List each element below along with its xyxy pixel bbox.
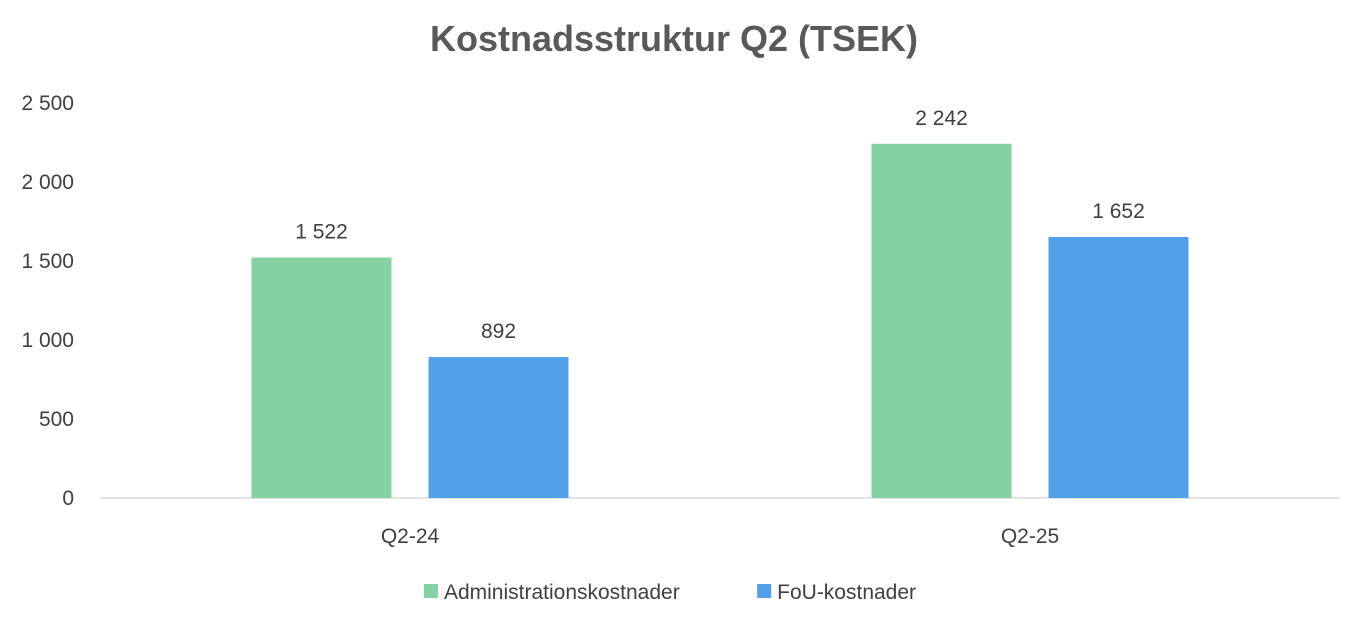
bar-admin-q2-24 bbox=[251, 257, 392, 498]
y-tick-label: 0 bbox=[62, 487, 74, 510]
legend-swatch bbox=[423, 584, 438, 598]
data-label: 1 652 bbox=[1092, 200, 1145, 223]
y-tick-label: 1 500 bbox=[21, 250, 74, 273]
bar-fou-q2-24 bbox=[428, 357, 569, 498]
y-tick-label: 500 bbox=[39, 408, 74, 431]
x-tick-label: Q2-25 bbox=[1001, 525, 1059, 548]
y-tick-label: 2 000 bbox=[21, 171, 74, 194]
y-tick-label: 2 500 bbox=[21, 92, 74, 115]
legend-swatch bbox=[757, 584, 772, 598]
chart-title: Kostnadsstruktur Q2 (TSEK) bbox=[429, 18, 919, 59]
y-tick-label: 1 000 bbox=[21, 329, 74, 352]
data-label: 2 242 bbox=[915, 107, 968, 130]
legend-label: FoU-kostnader bbox=[777, 581, 916, 604]
bar-fou-q2-25 bbox=[1048, 236, 1189, 498]
data-label: 1 522 bbox=[295, 221, 348, 244]
legend-label: Administrationskostnader bbox=[444, 581, 680, 604]
data-label: 892 bbox=[481, 320, 516, 343]
bar-admin-q2-25 bbox=[871, 143, 1012, 498]
x-tick-label: Q2-24 bbox=[381, 525, 440, 548]
